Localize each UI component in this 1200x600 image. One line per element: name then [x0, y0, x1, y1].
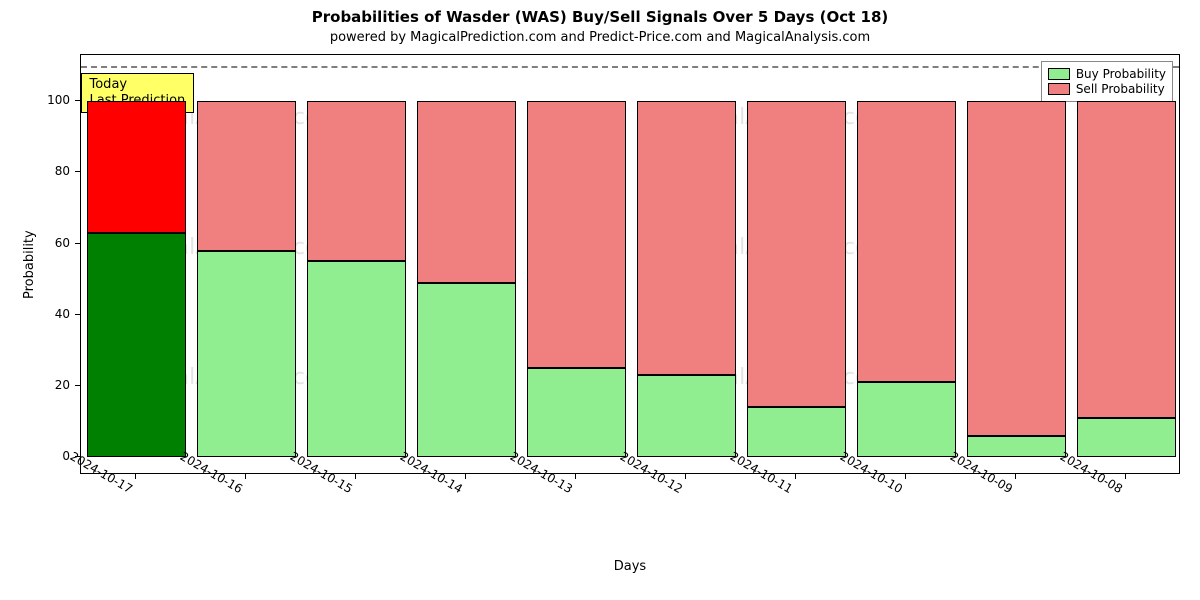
y-tick-label: 40 [0, 307, 70, 321]
bar-sell [527, 101, 626, 368]
y-tick-label: 80 [0, 164, 70, 178]
x-tick-mark [245, 474, 246, 479]
legend: Buy ProbabilitySell Probability [1041, 61, 1173, 102]
x-tick-mark [135, 474, 136, 479]
bar-buy [1077, 418, 1176, 457]
y-tick-label: 20 [0, 378, 70, 392]
bar-sell [87, 101, 186, 233]
y-tick-mark [75, 171, 80, 172]
bar-sell [857, 101, 956, 382]
bar-buy [747, 407, 846, 457]
chart-title: Probabilities of Wasder (WAS) Buy/Sell S… [0, 8, 1200, 26]
bar-sell [967, 101, 1066, 436]
callout-line1: Today [90, 77, 186, 93]
x-tick-mark [685, 474, 686, 479]
x-tick-mark [465, 474, 466, 479]
x-tick-mark [905, 474, 906, 479]
x-tick-mark [355, 474, 356, 479]
x-tick-mark [1125, 474, 1126, 479]
bar-sell [637, 101, 736, 375]
legend-label: Sell Probability [1076, 82, 1165, 96]
chart-subtitle: powered by MagicalPrediction.com and Pre… [0, 30, 1200, 45]
bar-buy [197, 251, 296, 457]
x-tick-mark [795, 474, 796, 479]
reference-line [81, 66, 1179, 68]
bar-buy [87, 233, 186, 457]
bar-buy [527, 368, 626, 457]
bar-sell [307, 101, 406, 261]
chart-container: Probabilities of Wasder (WAS) Buy/Sell S… [0, 0, 1200, 600]
y-tick-mark [75, 314, 80, 315]
x-tick-mark [1015, 474, 1016, 479]
bar-buy [637, 375, 736, 457]
y-tick-label: 60 [0, 236, 70, 250]
legend-swatch [1048, 68, 1070, 80]
y-tick-mark [75, 385, 80, 386]
bar-sell [747, 101, 846, 407]
bar-sell [417, 101, 516, 283]
y-tick-label: 100 [0, 93, 70, 107]
bar-buy [417, 283, 516, 457]
bar-sell [1077, 101, 1176, 418]
legend-swatch [1048, 83, 1070, 95]
plot-area: MagicalAnalysis.com MagicalAnalysis.com … [80, 54, 1180, 474]
legend-row: Buy Probability [1048, 67, 1166, 81]
x-tick-mark [575, 474, 576, 479]
y-tick-mark [75, 100, 80, 101]
legend-row: Sell Probability [1048, 82, 1166, 96]
bar-sell [197, 101, 296, 250]
x-axis-title: Days [80, 559, 1180, 574]
bar-buy [307, 261, 406, 457]
y-tick-mark [75, 243, 80, 244]
bar-buy [857, 382, 956, 457]
legend-label: Buy Probability [1076, 67, 1166, 81]
